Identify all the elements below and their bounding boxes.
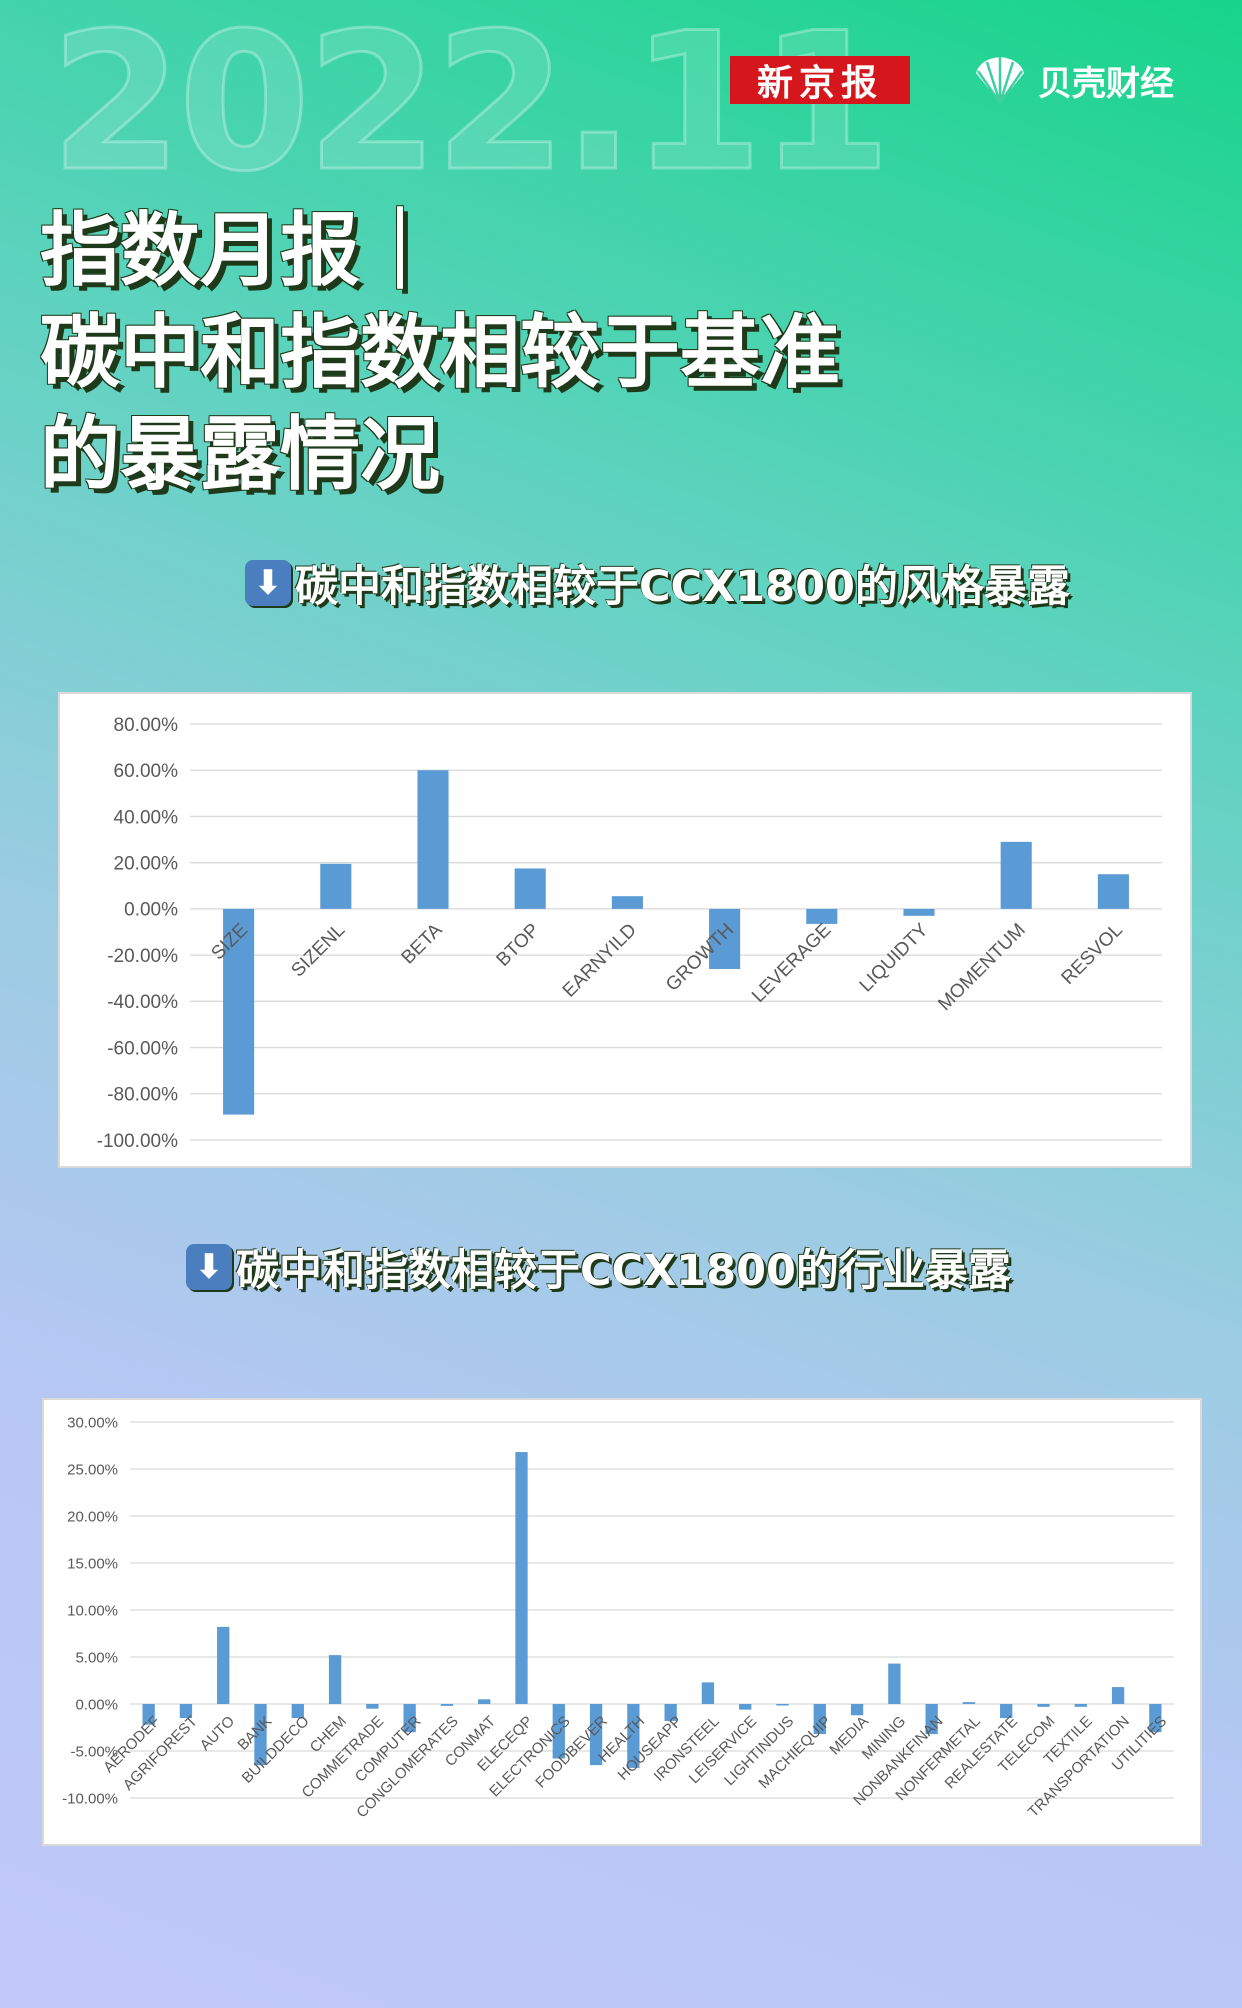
shell-icon: [976, 57, 1024, 104]
bar-electronics: [552, 1704, 565, 1759]
style-exposure-chart: 80.00% 60.00% 40.00% 20.00% 0.00% -20.00% -40.…: [58, 692, 1192, 1168]
y-tick-label: -100.00%: [97, 1131, 178, 1152]
x-tick-label: EARNYILD: [559, 920, 641, 1002]
bar-machiequip: [813, 1704, 826, 1735]
page-title: 指数月报｜ 碳中和指数相较于基准 的暴露情况: [40, 200, 840, 506]
y-tick-label: 5.00%: [75, 1649, 118, 1666]
y-tick-label: 20.00%: [114, 854, 179, 875]
style-exposure-heading: ⬇ 碳中和指数相较于CCX1800的风格暴露: [245, 552, 1070, 614]
y-tick-label: 30.00%: [67, 1414, 118, 1431]
bar-conmat: [478, 1699, 491, 1704]
bar-houseapp: [664, 1704, 677, 1721]
bar-auto: [217, 1626, 230, 1704]
x-tick-label: RESVOL: [1058, 920, 1127, 989]
beike-caijing-logo: 贝壳财经: [970, 50, 1174, 110]
arrow-down-icon: ⬇: [245, 560, 291, 606]
style-exposure-chart-svg: 80.00% 60.00% 40.00% 20.00% 0.00% -20.00% -40.…: [97, 715, 1162, 1152]
bar-ironsteel: [701, 1682, 715, 1704]
bar-eleceqp: [515, 1452, 528, 1704]
y-tick-label: 10.00%: [67, 1602, 118, 1619]
bar-growth: [709, 908, 741, 969]
y-tick-label: 0.00%: [75, 1696, 118, 1713]
x-tick-label: AUTO: [197, 1713, 238, 1754]
bar-agriforest: [179, 1704, 193, 1719]
y-tick-label: 60.00%: [114, 761, 179, 782]
y-tick-label: -80.00%: [107, 1085, 178, 1106]
bar-leverage: [806, 908, 838, 924]
bar-size: [223, 908, 255, 1115]
y-tick-label: -10.00%: [62, 1790, 118, 1807]
bar-resvol: [1097, 874, 1129, 909]
style-exposure-heading-text: 碳中和指数相较于CCX1800的风格暴露: [295, 562, 1070, 612]
xinjingbao-logo: 新京报: [730, 56, 910, 104]
x-tick-label: LIQUIDTY: [856, 919, 933, 996]
bar-builddeco: [291, 1704, 304, 1719]
bar-sizenl: [320, 863, 352, 909]
bar-earnyild: [611, 896, 643, 909]
bar-aerodef: [142, 1704, 155, 1725]
bar-nonfermetal: [962, 1702, 976, 1704]
title-line-1: 指数月报｜: [40, 204, 440, 297]
y-tick-label: 40.00%: [114, 807, 179, 828]
bar-btop: [514, 868, 546, 909]
y-tick-label: -60.00%: [107, 1038, 178, 1059]
x-tick-label: BETA: [398, 919, 447, 968]
x-tick-label: SIZENL: [287, 920, 349, 982]
y-tick-label: 15.00%: [67, 1555, 118, 1572]
title-line-3: 的暴露情况: [40, 408, 440, 501]
bar-bank: [254, 1704, 267, 1766]
y-tick-label: -20.00%: [107, 946, 178, 967]
beike-caijing-text: 贝壳财经: [1038, 63, 1174, 104]
bar-textile: [1074, 1704, 1087, 1707]
bar-conglomerates: [440, 1704, 454, 1706]
bar-utilities: [1149, 1704, 1162, 1733]
arrow-down-icon: ⬇: [186, 1244, 232, 1290]
bar-telecom: [1037, 1704, 1050, 1707]
bar-realestate: [1000, 1704, 1013, 1719]
bar-transportation: [1111, 1687, 1125, 1704]
industry-exposure-chart: 30.00% 25.00% 20.00% 15.00% 10.00% 5.00% 0.00%…: [42, 1398, 1202, 1846]
bar-computer: [403, 1704, 416, 1733]
x-tick-label: LEVERAGE: [748, 920, 835, 1007]
industry-exposure-heading-text: 碳中和指数相较于CCX1800的行业暴露: [236, 1246, 1011, 1296]
y-tick-label: -40.00%: [107, 992, 178, 1013]
bar-beta: [417, 770, 449, 909]
y-tick-label: 80.00%: [114, 715, 179, 736]
y-tick-label: -5.00%: [70, 1743, 118, 1760]
x-tick-label: BTOP: [493, 920, 544, 971]
bar-momentum: [1000, 841, 1032, 909]
industry-exposure-chart-svg: 30.00% 25.00% 20.00% 15.00% 10.00% 5.00% 0.00%…: [62, 1414, 1174, 1821]
bar-liquidty: [903, 908, 935, 916]
title-line-2: 碳中和指数相较于基准: [40, 306, 840, 399]
bar-media: [850, 1704, 864, 1716]
bar-chem: [328, 1655, 342, 1704]
bar-lightindus: [776, 1704, 789, 1706]
y-tick-label: 0.00%: [124, 900, 178, 921]
bar-mining: [888, 1663, 901, 1704]
y-tick-label: 25.00%: [67, 1461, 118, 1478]
bar-commetrade: [366, 1704, 379, 1709]
bar-nonbankfinan: [925, 1704, 938, 1735]
bar-foodbever: [589, 1704, 603, 1766]
industry-exposure-heading: ⬇ 碳中和指数相较于CCX1800的行业暴露: [186, 1236, 1011, 1298]
y-tick-label: 20.00%: [67, 1508, 118, 1525]
bar-health: [627, 1704, 640, 1768]
bar-leiservice: [739, 1704, 752, 1710]
